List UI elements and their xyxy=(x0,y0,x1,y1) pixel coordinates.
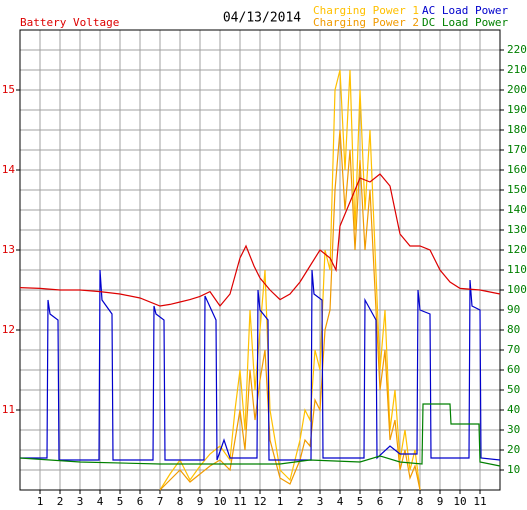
x-tick-label: 4 xyxy=(337,495,344,508)
x-tick-label: 5 xyxy=(357,495,364,508)
x-tick-label: 11 xyxy=(473,495,486,508)
legend-entry: Charging Power 2 xyxy=(313,16,419,29)
series-line xyxy=(20,269,501,461)
x-tick-label: 11 xyxy=(233,495,246,508)
y2-tick-label: 200 xyxy=(507,83,527,96)
x-tick-label: 6 xyxy=(137,495,144,508)
y2-tick-label: 140 xyxy=(507,203,527,216)
x-tick-label: 1 xyxy=(37,495,44,508)
series-line xyxy=(19,173,501,307)
legend-entry: DC Load Power xyxy=(422,16,508,29)
x-tick-label: 12 xyxy=(253,495,266,508)
x-tick-label: 1 xyxy=(277,495,284,508)
y2-tick-label: 80 xyxy=(507,323,520,336)
y2-tick-label: 70 xyxy=(507,343,520,356)
x-tick-label: 8 xyxy=(177,495,184,508)
x-tick-label: 9 xyxy=(437,495,444,508)
x-tick-label: 9 xyxy=(197,495,204,508)
y2-tick-label: 10 xyxy=(507,463,520,476)
y2-tick-label: 20 xyxy=(507,443,520,456)
y2-tick-label: 160 xyxy=(507,163,527,176)
x-tick-label: 3 xyxy=(77,495,84,508)
chart-title: 04/13/2014 xyxy=(223,11,301,26)
y2-tick-label: 220 xyxy=(507,43,527,56)
y-tick-label: 14 xyxy=(2,163,16,176)
plot-frame xyxy=(19,29,501,491)
series-line xyxy=(159,129,421,491)
x-tick-label: 2 xyxy=(297,495,304,508)
legend-entry: Charging Power 1 xyxy=(313,4,419,17)
y2-tick-label: 120 xyxy=(507,243,527,256)
x-tick-label: 6 xyxy=(377,495,384,508)
y2-tick-label: 130 xyxy=(507,223,527,236)
y2-tick-label: 210 xyxy=(507,63,527,76)
x-tick-label: 3 xyxy=(317,495,324,508)
y2-tick-label: 190 xyxy=(507,103,527,116)
x-tick-label: 10 xyxy=(453,495,466,508)
series-line xyxy=(159,69,421,491)
y-axis-label: Battery Voltage xyxy=(20,16,119,29)
x-tick-label: 2 xyxy=(57,495,64,508)
x-tick-label: 8 xyxy=(417,495,424,508)
y2-tick-label: 30 xyxy=(507,423,520,436)
y-tick-label: 13 xyxy=(2,243,15,256)
y2-tick-label: 150 xyxy=(507,183,527,196)
y2-tick-label: 170 xyxy=(507,143,527,156)
x-tick-label: 5 xyxy=(117,495,124,508)
x-tick-label: 7 xyxy=(157,495,164,508)
x-tick-label: 4 xyxy=(97,495,104,508)
y2-tick-label: 60 xyxy=(507,363,520,376)
x-tick-label: 10 xyxy=(213,495,226,508)
y2-tick-label: 90 xyxy=(507,303,520,316)
y-tick-label: 12 xyxy=(2,323,15,336)
x-tick-label: 7 xyxy=(397,495,404,508)
y2-tick-label: 40 xyxy=(507,403,520,416)
series-line xyxy=(19,403,501,467)
y2-tick-label: 50 xyxy=(507,383,520,396)
y-tick-label: 11 xyxy=(2,403,15,416)
legend-entry: AC Load Power xyxy=(422,4,508,17)
y2-tick-label: 100 xyxy=(507,283,527,296)
y2-tick-label: 180 xyxy=(507,123,527,136)
y-tick-label: 15 xyxy=(2,83,15,96)
y2-tick-label: 110 xyxy=(507,263,527,276)
